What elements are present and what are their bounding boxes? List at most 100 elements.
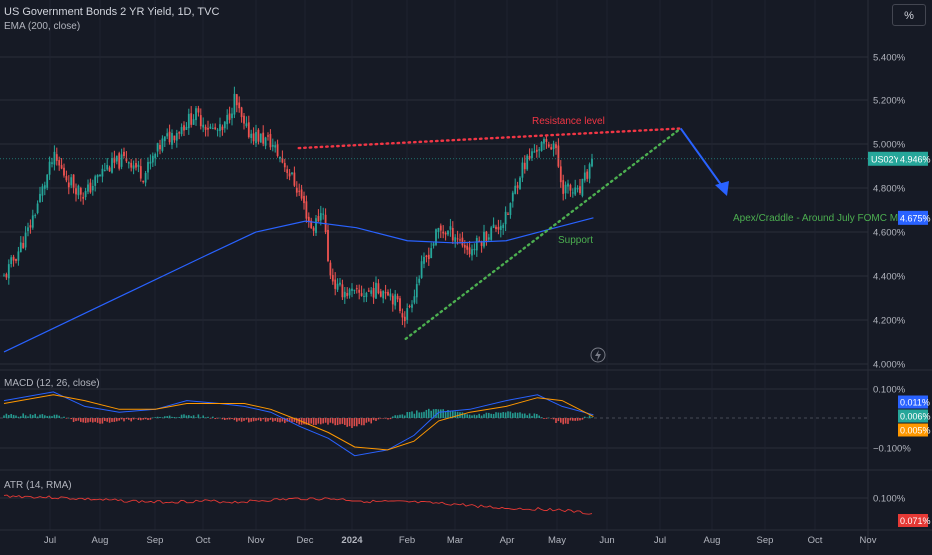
macd-histogram-bar xyxy=(106,418,108,422)
candle-body xyxy=(363,295,365,297)
macd-histogram-bar xyxy=(89,418,92,422)
candle-body xyxy=(375,282,377,299)
candle-body xyxy=(461,237,464,246)
macd-histogram-bar xyxy=(101,418,104,424)
macd-histogram-bar xyxy=(279,418,281,423)
candle-body xyxy=(456,238,459,240)
replay-icon[interactable] xyxy=(590,347,606,363)
macd-histogram-bar xyxy=(168,415,171,418)
macd-histogram-bar xyxy=(219,417,221,419)
macd-legend: MACD (12, 26, close) xyxy=(4,378,100,389)
candle-body xyxy=(574,187,577,195)
macd-histogram-bar xyxy=(396,415,399,418)
last-price-value: 4.946% xyxy=(900,154,931,164)
macd-histogram-bar xyxy=(3,415,5,418)
macd-histogram-bar xyxy=(500,412,502,418)
macd-histogram-bar xyxy=(149,418,152,420)
candle-body xyxy=(569,184,572,191)
price-tick-label: 4.400% xyxy=(873,272,906,283)
macd-histogram-bar xyxy=(80,418,82,422)
macd-histogram-bar xyxy=(17,416,20,418)
candle-body xyxy=(480,242,483,246)
macd-histogram-bar xyxy=(531,415,533,418)
candle-body xyxy=(178,132,181,134)
candle-body xyxy=(19,242,22,253)
macd-histogram-bar xyxy=(478,413,480,418)
candle-body xyxy=(377,283,380,294)
macd-histogram-bar xyxy=(584,416,586,418)
macd-histogram-bar xyxy=(308,418,310,425)
candle-body xyxy=(139,166,142,179)
time-tick-label: Sep xyxy=(147,535,164,546)
macd-pane[interactable] xyxy=(0,391,868,457)
trendlines[interactable] xyxy=(297,127,729,341)
macd-histogram-bar xyxy=(108,418,111,423)
macd-histogram-bar xyxy=(216,418,219,419)
candle-body xyxy=(154,154,157,159)
candle-body xyxy=(82,196,85,199)
macd-histogram-bar xyxy=(401,414,404,418)
time-tick-label: Apr xyxy=(500,535,515,546)
candle-body xyxy=(439,225,442,231)
candle-body xyxy=(403,316,406,322)
macd-line xyxy=(3,391,594,457)
projection-arrow-head xyxy=(715,181,729,196)
support-line xyxy=(404,127,682,341)
macd-histogram-bar xyxy=(75,418,77,422)
candle-body xyxy=(576,187,579,190)
macd-histogram-bar xyxy=(36,416,39,418)
price-axis[interactable]: 5.400% 5.200% 5.000% 4.800% 4.600% 4.400% 4.20… xyxy=(0,53,931,528)
candle-body xyxy=(283,162,286,168)
candle-body xyxy=(473,248,476,251)
time-axis[interactable]: Jul Aug Sep Oct Nov Dec 2024 Feb Mar Apr May Jun Jul… xyxy=(44,535,877,546)
macd-histogram-bar xyxy=(276,418,279,422)
candle-body xyxy=(91,186,94,191)
candle-body xyxy=(34,215,37,217)
macd-histogram-bar xyxy=(476,415,478,418)
macd-histogram-bar xyxy=(171,416,173,418)
candle-body xyxy=(207,127,209,130)
candle-body xyxy=(39,193,41,203)
time-tick-label: Sep xyxy=(757,535,774,546)
macd-histogram-bar xyxy=(428,408,430,418)
macd-histogram-bar xyxy=(545,418,548,419)
macd-histogram-bar xyxy=(495,412,497,418)
candle-body xyxy=(36,203,39,214)
candle-body xyxy=(235,94,238,106)
macd-histogram-bar xyxy=(320,418,322,425)
macd-histogram-bar xyxy=(377,418,380,420)
macd-histogram-bar xyxy=(293,418,296,422)
candle-body xyxy=(127,162,130,164)
macd-histogram-bar xyxy=(380,418,382,419)
macd-histogram-bar xyxy=(392,416,394,418)
time-tick-label: Nov xyxy=(860,535,877,546)
candle-body xyxy=(233,93,236,115)
price-pane[interactable]: Resistance level Support Apex/Craddle - … xyxy=(3,86,925,363)
candle-body xyxy=(31,215,34,228)
candle-body xyxy=(507,213,509,215)
macd-histogram-bar xyxy=(514,412,516,418)
macd-histogram-bar xyxy=(176,417,178,418)
macd-tick-label: 0.100% xyxy=(873,385,906,396)
candle-body xyxy=(231,113,233,119)
candle-body xyxy=(370,290,373,294)
macd-histogram-bar xyxy=(339,418,341,425)
macd-histogram-bar xyxy=(29,414,32,418)
candle-body xyxy=(96,174,99,178)
macd-histogram-bar xyxy=(488,412,490,418)
percent-scale-button[interactable]: % xyxy=(892,4,926,26)
candle-body xyxy=(485,231,488,242)
macd-histogram-bar xyxy=(128,418,130,420)
candle-body xyxy=(113,157,116,163)
macd-histogram-bar xyxy=(519,412,521,418)
macd-histogram-bar xyxy=(521,413,524,418)
candle-body xyxy=(387,291,389,296)
candle-body xyxy=(46,174,49,188)
macd-histogram-bar xyxy=(5,413,8,418)
atr-pane[interactable] xyxy=(3,494,593,515)
candle-body xyxy=(211,128,214,130)
time-tick-label: Feb xyxy=(399,535,415,546)
candle-body xyxy=(24,232,27,248)
